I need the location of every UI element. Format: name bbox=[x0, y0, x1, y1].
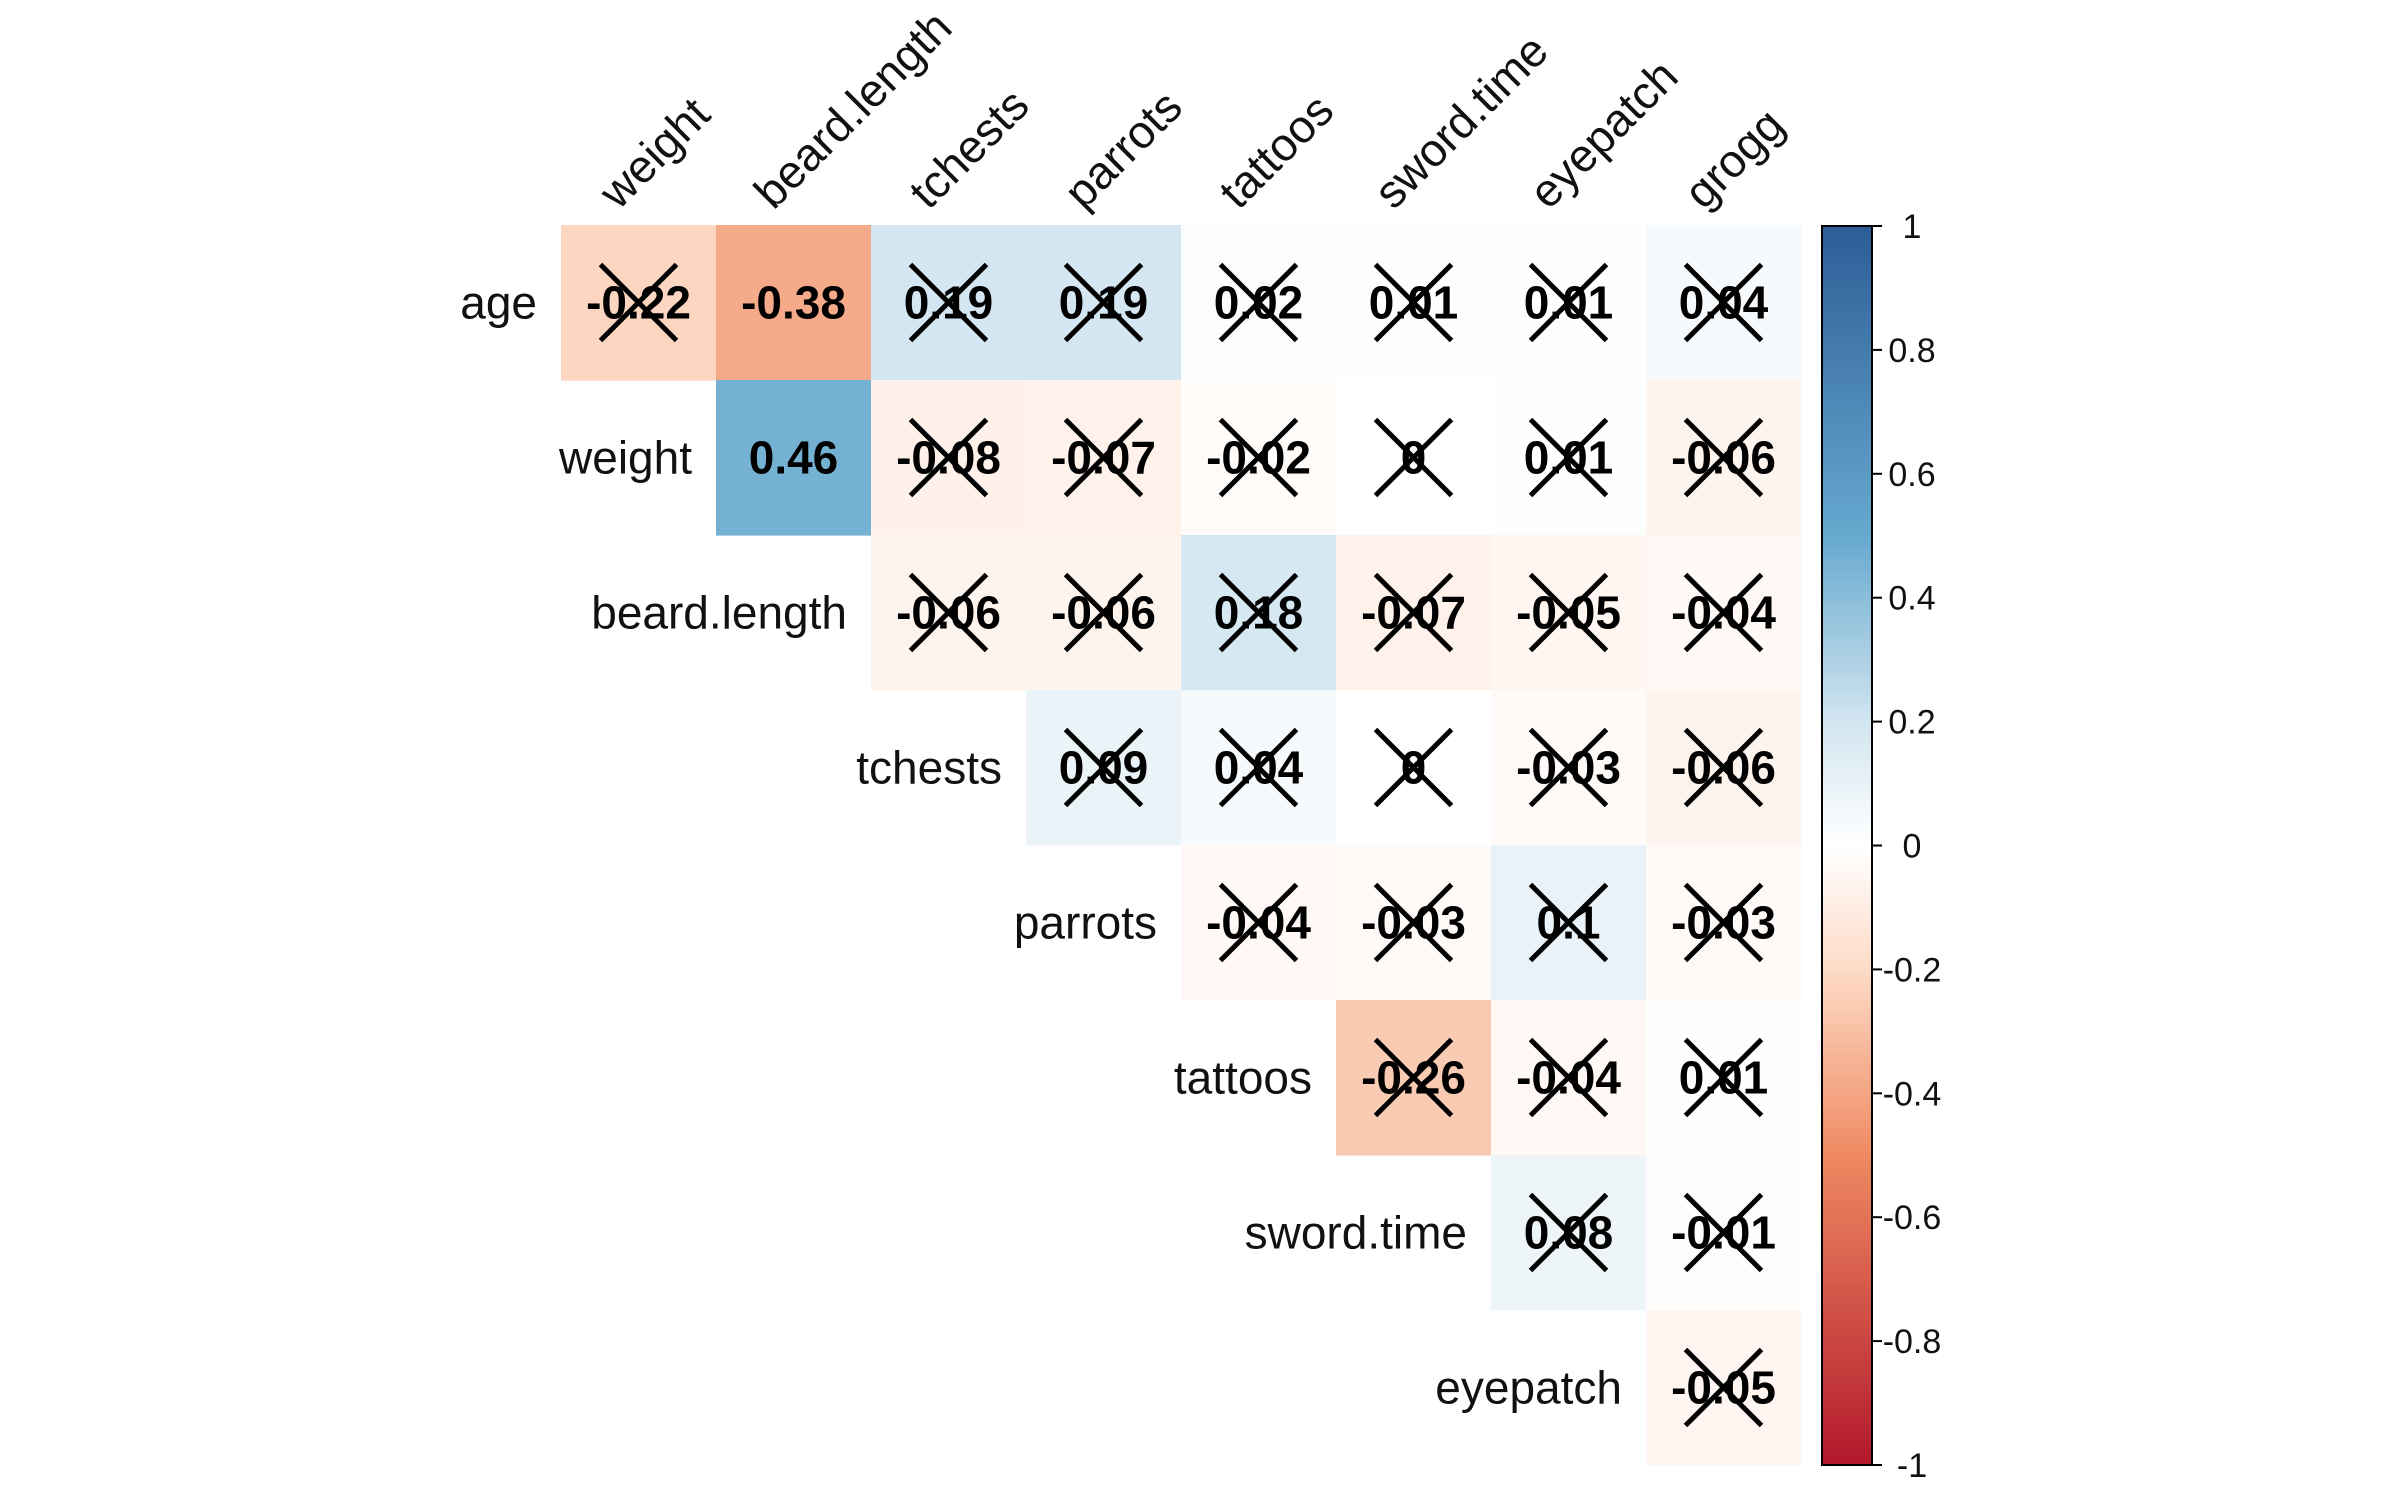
cross-mark bbox=[1683, 417, 1764, 498]
colorbar-tick-label: 0.2 bbox=[1888, 704, 1935, 742]
cross-mark bbox=[908, 262, 989, 343]
cross-mark bbox=[1528, 262, 1609, 343]
cross-mark bbox=[1063, 727, 1144, 808]
cross-mark bbox=[1218, 417, 1299, 498]
heatmap-cell bbox=[716, 380, 872, 536]
row-label: weight bbox=[558, 432, 692, 484]
cross-mark bbox=[1063, 572, 1144, 653]
row-label: tchests bbox=[856, 742, 1002, 794]
heatmap-cells bbox=[561, 225, 1802, 1466]
cross-mark bbox=[1528, 882, 1609, 963]
cross-mark bbox=[1218, 727, 1299, 808]
cross-mark bbox=[1683, 882, 1764, 963]
cross-mark bbox=[1063, 262, 1144, 343]
colorbar-tick-label: 0.6 bbox=[1888, 456, 1935, 494]
column-label: grogg bbox=[1674, 98, 1794, 218]
row-label: tattoos bbox=[1174, 1052, 1312, 1104]
cross-mark bbox=[1373, 572, 1454, 653]
row-label: parrots bbox=[1014, 897, 1157, 949]
cross-mark bbox=[1683, 1347, 1764, 1428]
colorbar-tick-label: 0.4 bbox=[1888, 580, 1935, 618]
column-label: tattoos bbox=[1209, 84, 1343, 218]
colorbar-tick-label: -0.8 bbox=[1883, 1323, 1942, 1361]
colorbar bbox=[1821, 225, 1873, 1466]
cross-mark bbox=[598, 262, 679, 343]
cross-mark bbox=[1373, 882, 1454, 963]
row-label: beard.length bbox=[591, 587, 847, 639]
row-label: age bbox=[460, 277, 537, 329]
cross-mark bbox=[1373, 1037, 1454, 1118]
heatmap-cell bbox=[716, 225, 872, 381]
colorbar-tick-label: -0.6 bbox=[1883, 1199, 1942, 1237]
cross-mark bbox=[1683, 1192, 1764, 1273]
cross-mark bbox=[1218, 572, 1299, 653]
column-label: tchests bbox=[899, 78, 1039, 218]
row-labels: age weight beard.length tchests parrots tatto… bbox=[460, 277, 1622, 1414]
cross-mark bbox=[1373, 727, 1454, 808]
cross-mark bbox=[1683, 572, 1764, 653]
colorbar-tick-label: 0 bbox=[1903, 828, 1922, 866]
cross-mark bbox=[1528, 727, 1609, 808]
row-label: sword.time bbox=[1245, 1207, 1467, 1259]
column-label: weight bbox=[588, 87, 720, 219]
cross-mark bbox=[1528, 1192, 1609, 1273]
color-legend: 1 0.8 0.6 0.4 0.2 0 -0.2 -0.4 -0.6 -0.8 -1 bbox=[1821, 208, 1942, 1485]
colorbar-tick-label: -0.4 bbox=[1883, 1075, 1942, 1113]
colorbar-tick-label: 0.8 bbox=[1888, 332, 1935, 370]
column-label: eyepatch bbox=[1519, 49, 1688, 218]
cross-mark bbox=[1528, 417, 1609, 498]
cross-mark bbox=[1683, 262, 1764, 343]
column-label: parrots bbox=[1054, 80, 1192, 218]
cross-mark bbox=[1683, 727, 1764, 808]
colorbar-tick-label: -0.2 bbox=[1883, 951, 1942, 989]
cross-mark bbox=[908, 572, 989, 653]
cross-mark bbox=[1373, 262, 1454, 343]
colorbar-tick-label: 1 bbox=[1903, 208, 1922, 246]
cross-mark bbox=[1218, 262, 1299, 343]
cell-value-label: 0.46 bbox=[749, 432, 839, 484]
cross-mark bbox=[1528, 572, 1609, 653]
cross-mark bbox=[1683, 1037, 1764, 1118]
cross-mark bbox=[1528, 1037, 1609, 1118]
cell-value-label: -0.38 bbox=[741, 277, 846, 329]
row-label: eyepatch bbox=[1435, 1362, 1622, 1414]
cross-mark bbox=[1218, 882, 1299, 963]
significance-crosses bbox=[598, 262, 1764, 1428]
cross-mark bbox=[1373, 417, 1454, 498]
colorbar-tick-label: -1 bbox=[1897, 1447, 1927, 1483]
cross-mark bbox=[908, 417, 989, 498]
cross-mark bbox=[1063, 417, 1144, 498]
